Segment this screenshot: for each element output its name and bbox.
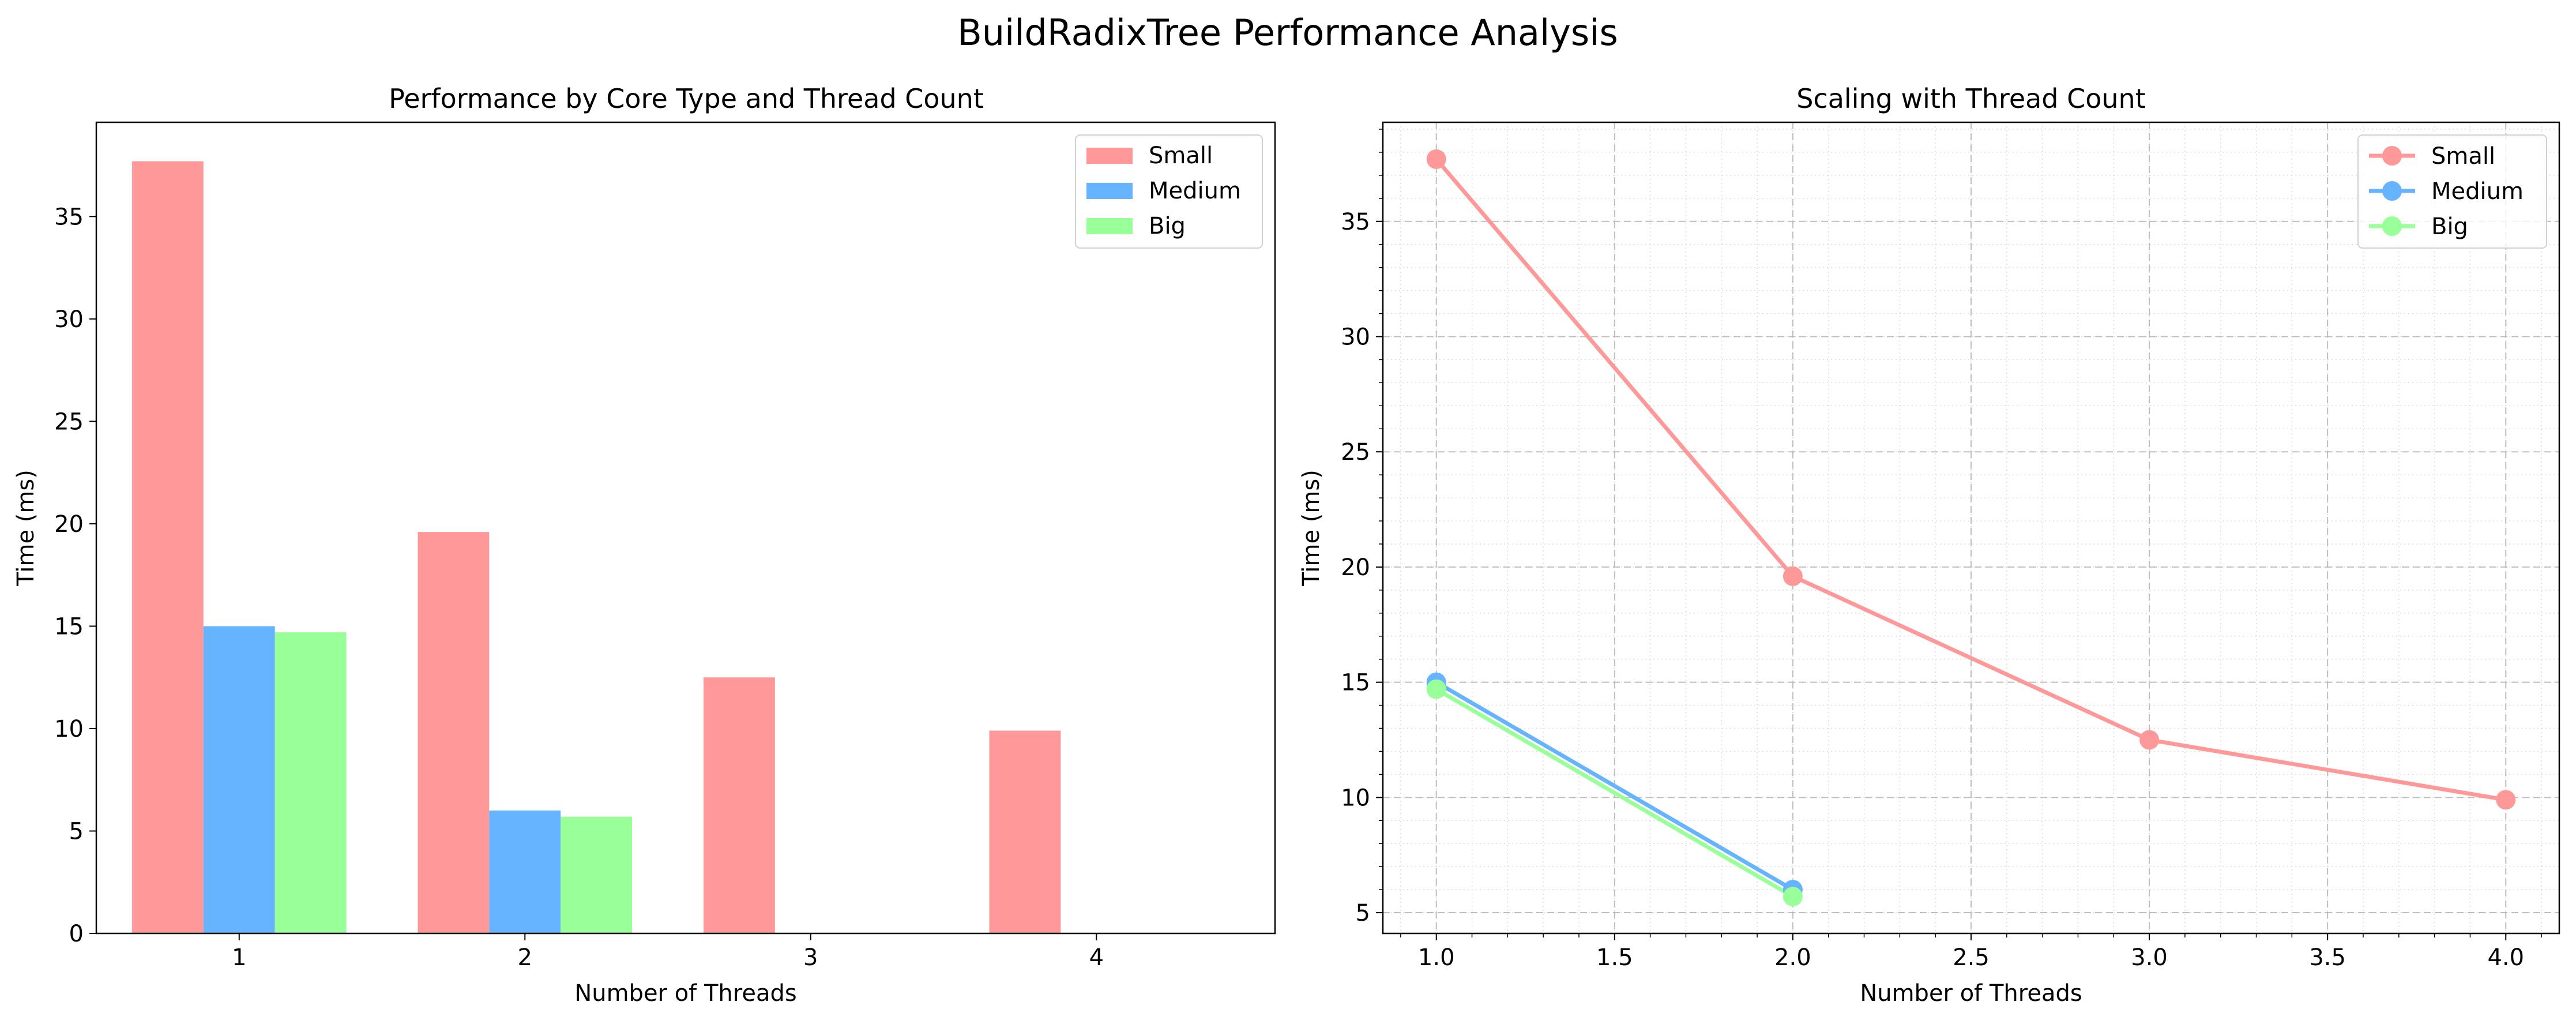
y-tick-label: 15: [54, 613, 84, 640]
point-small-3: [2139, 730, 2160, 750]
point-big-1: [1426, 679, 1446, 699]
legend-box: [2357, 134, 2547, 249]
x-tick-label: 3.0: [2131, 944, 2168, 971]
legend-label-small: Small: [1149, 142, 1213, 169]
bar-chart-ticks: 1 2 3 4 0 5 10 15 20 25 30 35: [54, 204, 1104, 971]
y-tick-label: 0: [69, 921, 84, 947]
bar-chart-legend: Small Medium Big: [1075, 134, 1263, 249]
y-tick-label: 15: [1341, 670, 1370, 696]
y-tick-label: 30: [1341, 324, 1370, 350]
legend-label-big: Big: [2431, 213, 2468, 240]
y-tick-label: 35: [1341, 209, 1370, 235]
x-tick-label: 4: [1089, 944, 1104, 971]
bar-chart-bars: [131, 161, 1061, 933]
figure-title: BuildRadixTree Performance Analysis: [957, 12, 1618, 54]
y-tick-label: 35: [54, 204, 84, 230]
legend-marker-medium: [2382, 181, 2402, 201]
point-small-4: [2496, 790, 2516, 810]
legend-label-medium: Medium: [2431, 178, 2524, 205]
line-chart-legend: Small Medium Big: [2357, 134, 2547, 249]
y-tick-label: 10: [54, 716, 84, 742]
bar-chart-title: Performance by Core Type and Thread Coun…: [389, 83, 984, 114]
bar-small-3: [703, 677, 775, 933]
x-tick-label: 1: [232, 944, 246, 971]
bar-chart: Performance by Core Type and Thread Coun…: [13, 83, 1276, 1007]
line-chart-ylabel: Time (ms): [1298, 470, 1325, 587]
point-big-2: [1782, 887, 1803, 907]
line-chart-series: [1426, 149, 2516, 907]
legend-label-medium: Medium: [1149, 178, 1241, 204]
y-tick-label: 20: [1341, 554, 1370, 581]
bar-chart-ylabel: Time (ms): [13, 470, 39, 587]
bar-big-1: [274, 632, 347, 933]
y-tick-label: 5: [69, 818, 84, 845]
line-small: [1434, 157, 2508, 802]
bar-medium-2: [489, 810, 561, 933]
x-tick-label: 2: [518, 944, 532, 971]
point-small-2: [1782, 566, 1803, 586]
y-tick-label: 30: [54, 306, 84, 333]
line-chart-title: Scaling with Thread Count: [1796, 83, 2146, 114]
legend-marker-big: [2382, 216, 2402, 236]
legend-label-small: Small: [2431, 143, 2495, 170]
x-tick-label: 2.5: [1953, 944, 1990, 971]
y-tick-label: 25: [54, 408, 84, 435]
bar-big-2: [561, 816, 633, 933]
bar-chart-xlabel: Number of Threads: [574, 980, 796, 1007]
x-tick-label: 1.5: [1596, 944, 1633, 971]
y-tick-label: 20: [54, 511, 84, 538]
legend-swatch-big: [1086, 218, 1133, 234]
legend-label-big: Big: [1149, 213, 1186, 239]
bar-small-1: [131, 161, 204, 933]
y-tick-label: 25: [1341, 439, 1370, 466]
line-big: [1434, 687, 1795, 899]
x-tick-label: 1.0: [1418, 944, 1455, 971]
legend-marker-small: [2382, 146, 2402, 166]
bar-small-2: [418, 532, 490, 933]
legend-swatch-medium: [1086, 183, 1133, 199]
bar-medium-1: [203, 626, 275, 933]
line-chart-ticks: 1.0 1.5 2.0 2.5 3.0 3.5 4.0 5 10 15 20 25 30 35: [1341, 129, 2542, 971]
x-tick-label: 2.0: [1774, 944, 1811, 971]
y-tick-label: 10: [1341, 785, 1370, 811]
y-tick-label: 5: [1356, 900, 1370, 927]
line-medium: [1434, 680, 1795, 892]
x-tick-label: 3: [803, 944, 818, 971]
bar-chart-frame: [95, 121, 1276, 935]
x-tick-label: 4.0: [2487, 944, 2524, 971]
bar-small-4: [989, 730, 1061, 933]
line-chart-xlabel: Number of Threads: [1860, 980, 2082, 1007]
point-small-1: [1426, 149, 1446, 169]
x-tick-label: 3.5: [2309, 944, 2346, 971]
legend-swatch-small: [1086, 148, 1133, 164]
line-chart: Scaling with Thread Count 1.0 1.5 2.0 2.5 3.…: [1298, 83, 2560, 1007]
